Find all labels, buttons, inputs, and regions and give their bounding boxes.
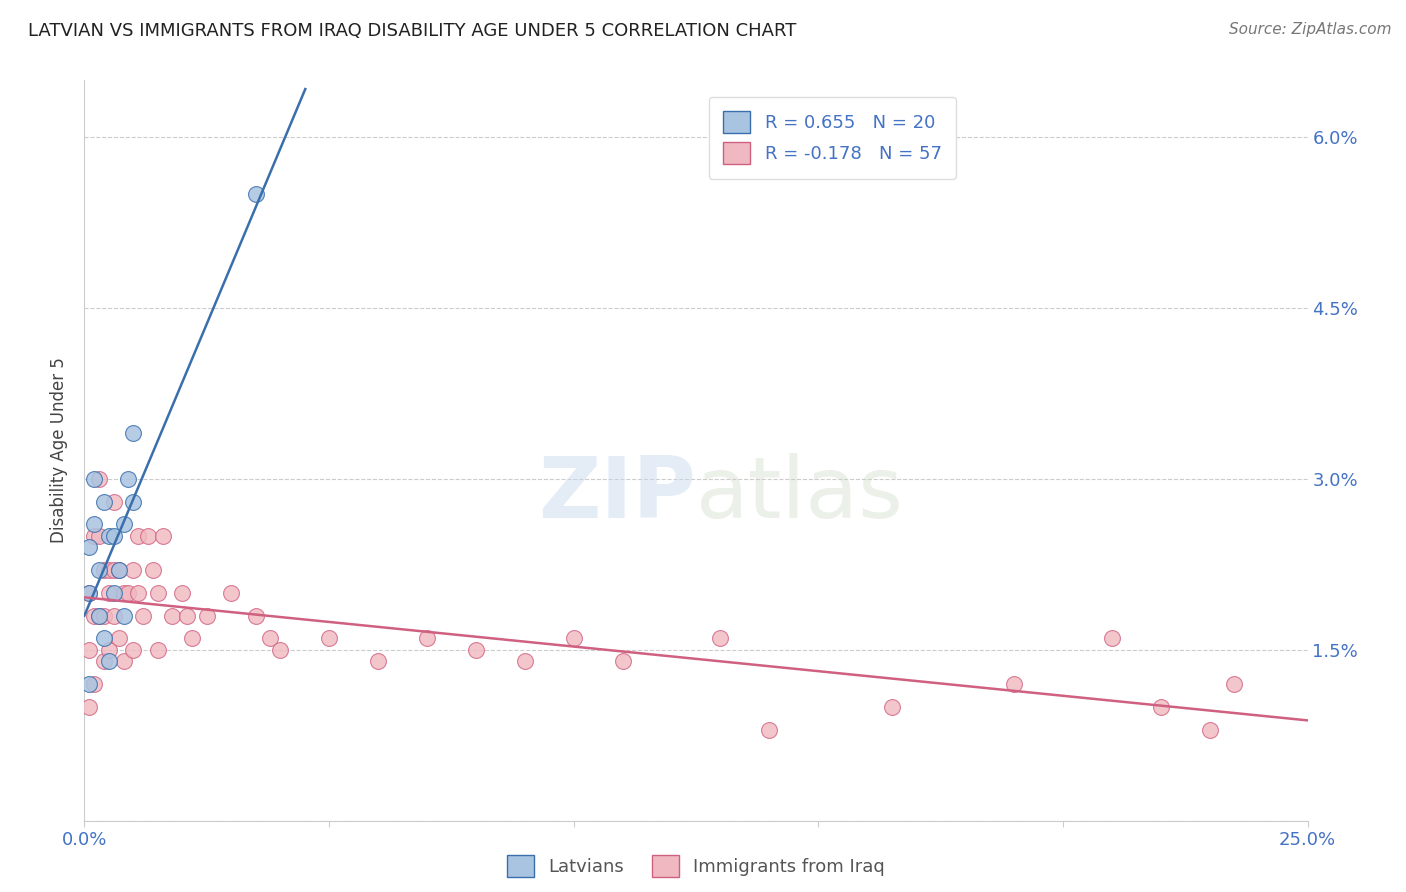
Point [77, 677, 100, 691]
Point [103, 608, 125, 623]
Point [162, 608, 184, 623]
Point [112, 608, 135, 623]
Point [758, 723, 780, 737]
Point [112, 586, 135, 600]
Point [416, 632, 439, 646]
Text: LATVIAN VS IMMIGRANTS FROM IRAQ DISABILITY AGE UNDER 5 CORRELATION CHART: LATVIAN VS IMMIGRANTS FROM IRAQ DISABILI… [28, 22, 796, 40]
Point [1223, 677, 1246, 691]
Point [1101, 632, 1123, 646]
Point [464, 642, 486, 657]
Point [112, 517, 135, 532]
Point [83, 529, 105, 543]
Point [77, 586, 100, 600]
Point [93, 563, 115, 577]
Text: ZIP: ZIP [538, 453, 696, 536]
Point [709, 632, 731, 646]
Point [1150, 699, 1173, 714]
Point [93, 494, 115, 508]
Point [195, 608, 218, 623]
Point [245, 187, 267, 202]
Point [367, 654, 389, 668]
Point [107, 632, 129, 646]
Text: atlas: atlas [696, 453, 904, 536]
Point [93, 608, 115, 623]
Point [117, 586, 139, 600]
Point [87, 608, 110, 623]
Point [97, 642, 120, 657]
Point [245, 608, 267, 623]
Point [612, 654, 634, 668]
Point [152, 529, 174, 543]
Point [880, 699, 903, 714]
Point [122, 494, 145, 508]
Point [112, 654, 135, 668]
Point [181, 632, 204, 646]
Point [127, 529, 149, 543]
Point [1002, 677, 1025, 691]
Point [93, 632, 115, 646]
Point [83, 608, 105, 623]
Point [142, 563, 165, 577]
Point [103, 529, 125, 543]
Point [122, 426, 145, 441]
Point [562, 632, 585, 646]
Point [127, 586, 149, 600]
Point [97, 563, 120, 577]
Point [87, 529, 110, 543]
Point [77, 541, 100, 555]
Point [172, 586, 194, 600]
Point [136, 529, 159, 543]
Point [93, 654, 115, 668]
Point [87, 563, 110, 577]
Point [103, 494, 125, 508]
Point [107, 563, 129, 577]
Point [77, 642, 100, 657]
Point [97, 529, 120, 543]
Y-axis label: Disability Age Under 5: Disability Age Under 5 [51, 358, 69, 543]
Point [318, 632, 340, 646]
Point [132, 608, 155, 623]
Point [117, 472, 139, 486]
Point [122, 642, 145, 657]
Point [122, 563, 145, 577]
Point [107, 563, 129, 577]
Point [1198, 723, 1220, 737]
Point [269, 642, 291, 657]
Point [103, 563, 125, 577]
Point [83, 677, 105, 691]
Point [176, 608, 198, 623]
Legend: R = 0.655   N = 20, R = -0.178   N = 57: R = 0.655 N = 20, R = -0.178 N = 57 [709, 96, 956, 178]
Point [83, 472, 105, 486]
Point [97, 654, 120, 668]
Point [259, 632, 281, 646]
Point [77, 699, 100, 714]
Point [77, 586, 100, 600]
Point [146, 642, 169, 657]
Point [87, 608, 110, 623]
Point [146, 586, 169, 600]
Point [219, 586, 242, 600]
Point [513, 654, 536, 668]
Text: Source: ZipAtlas.com: Source: ZipAtlas.com [1229, 22, 1392, 37]
Point [97, 586, 120, 600]
Point [87, 472, 110, 486]
Point [83, 517, 105, 532]
Point [103, 586, 125, 600]
